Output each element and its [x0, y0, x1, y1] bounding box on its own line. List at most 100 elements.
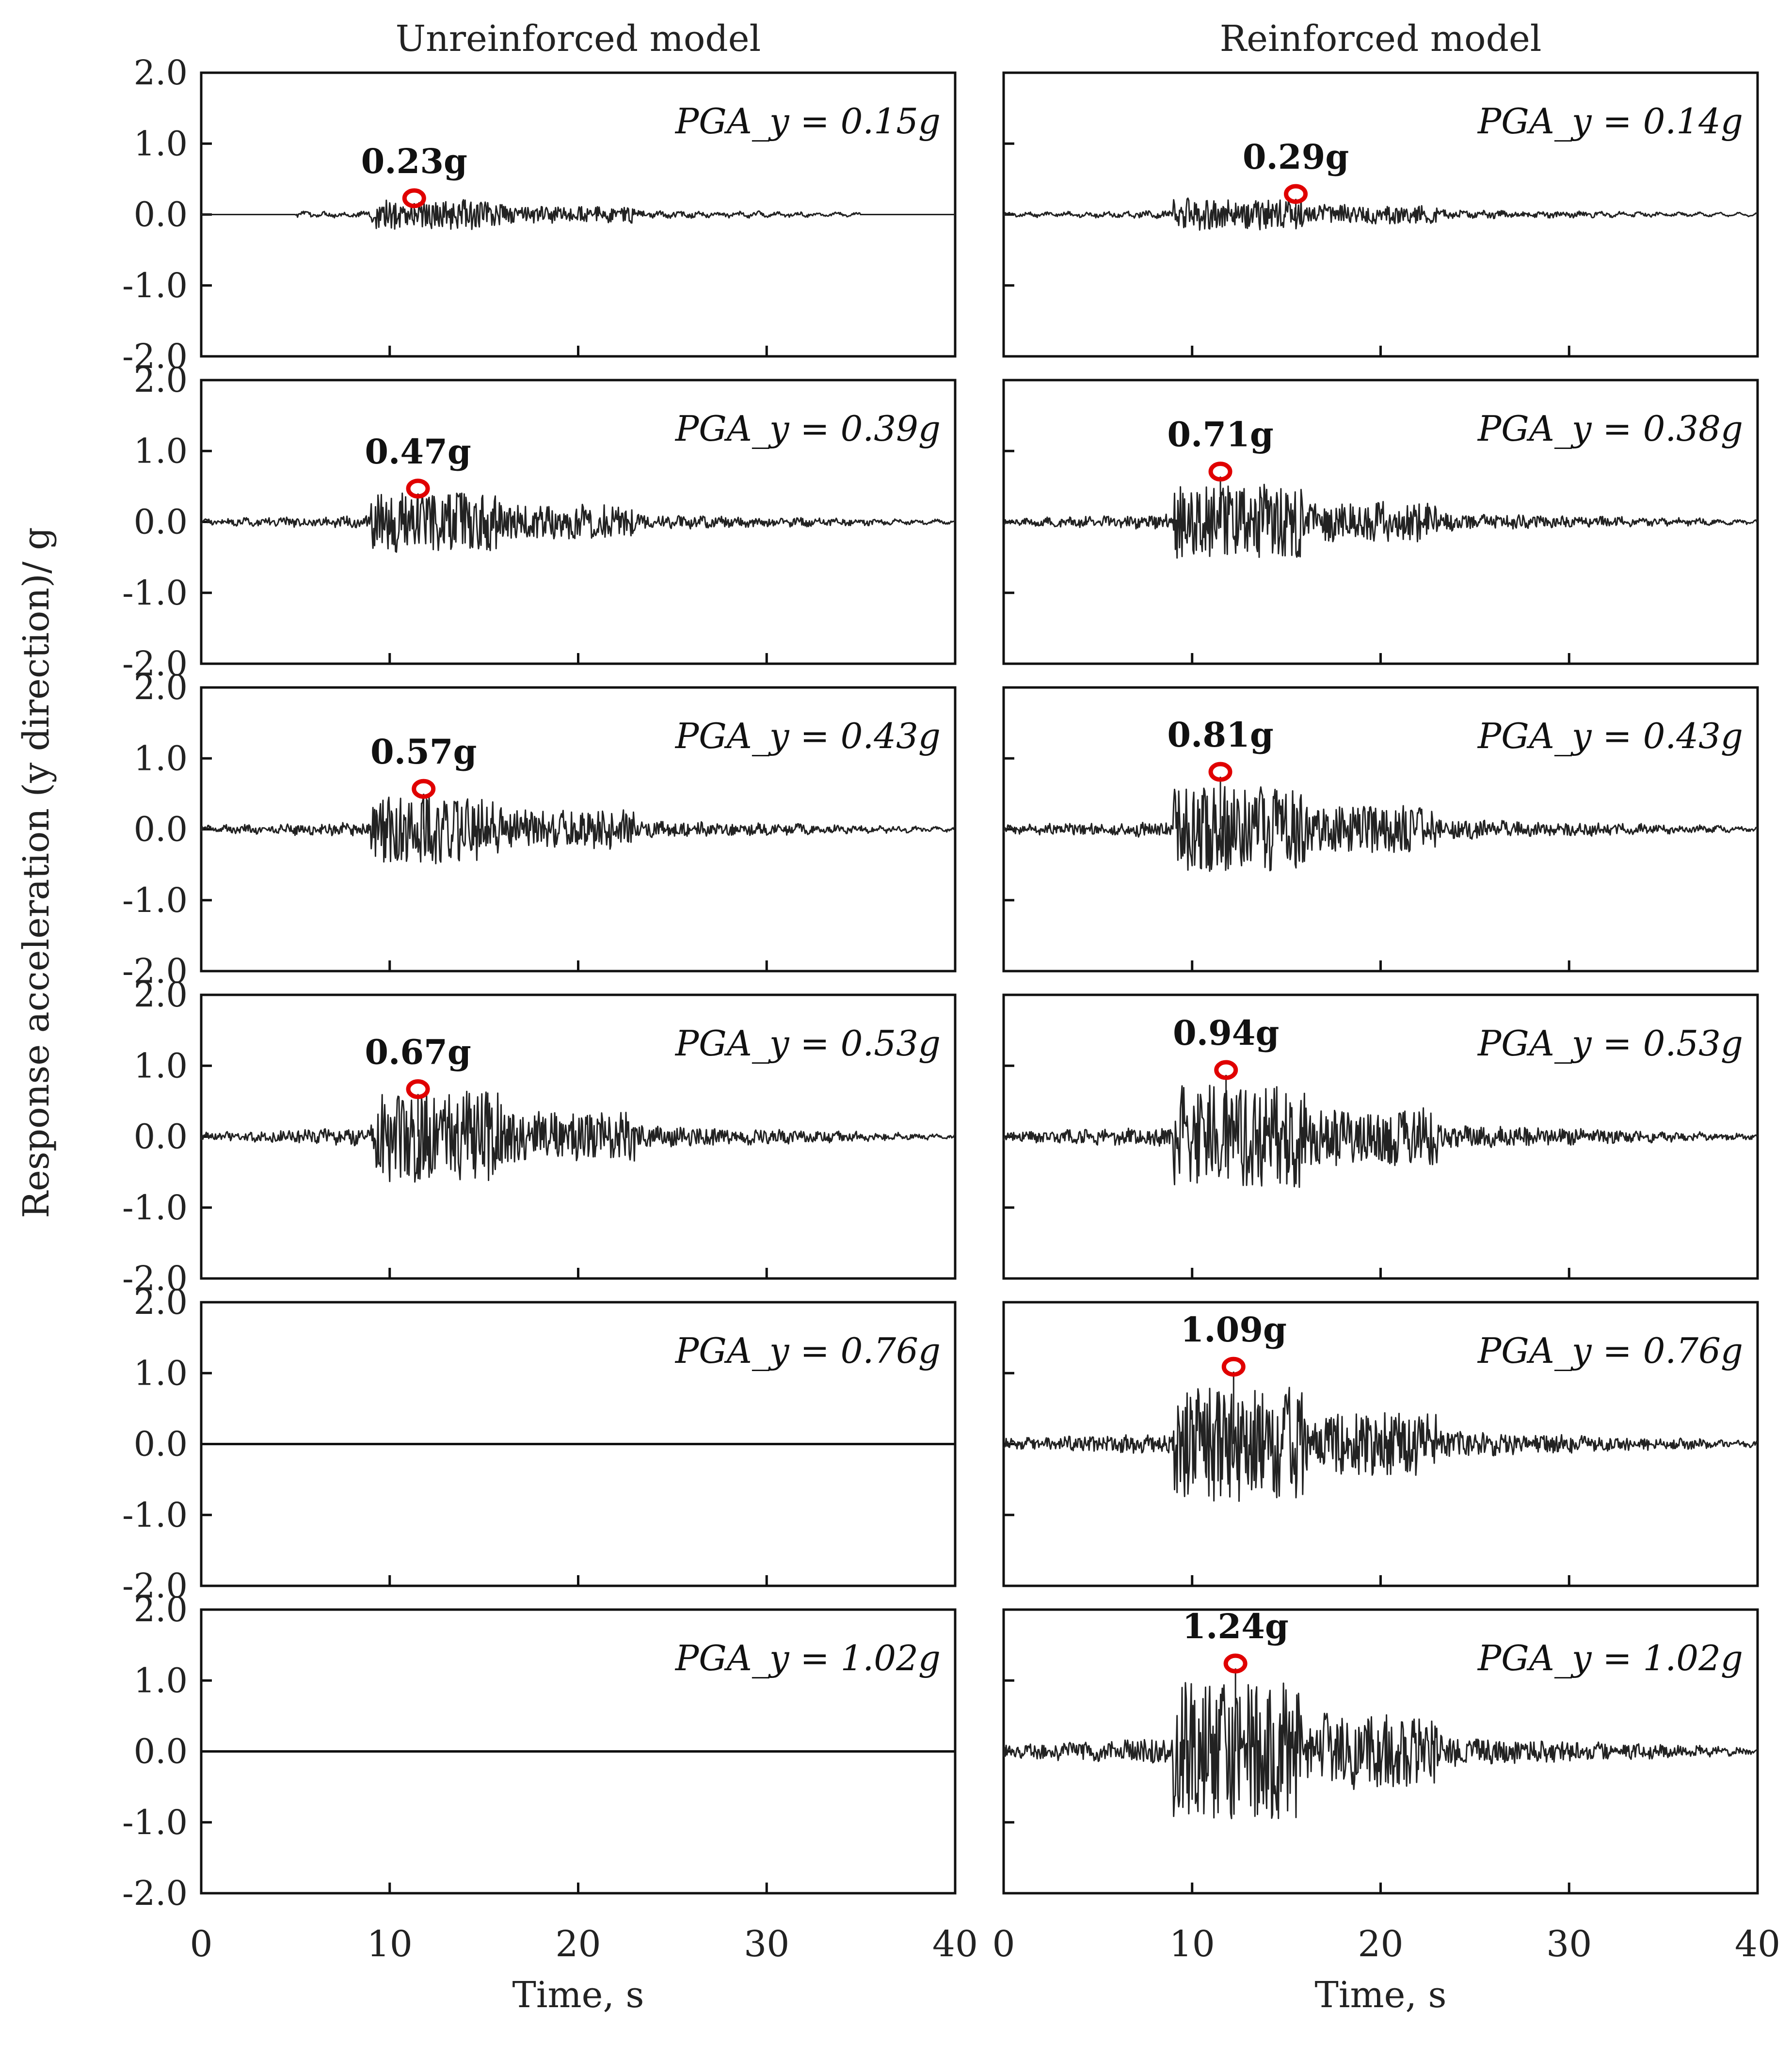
x-tick-label: 20	[1358, 1923, 1403, 1965]
y-tick-label: -1.0	[122, 1495, 188, 1535]
x-tick-label: 20	[555, 1923, 601, 1965]
peak-marker	[402, 188, 426, 208]
panel-unreinforced-4: 2.0 1.0 0.0 -1.0 -2.0 PGA_y = 0.53g 0.67g	[122, 975, 957, 1298]
peak-value-label: 0.67g	[365, 1032, 471, 1072]
panel-unreinforced-5: 2.0 1.0 0.0 -1.0 -2.0 PGA_y = 0.76g	[122, 1282, 957, 1606]
panel-reinforced-3: PGA_y = 0.43g 0.81g	[1002, 686, 1759, 973]
x-tick-label: 40	[932, 1923, 978, 1965]
x-tick-label: 0	[992, 1923, 1015, 1965]
pga-label: PGA_y = 0.43g	[674, 716, 941, 756]
panel-reinforced-5: PGA_y = 0.76g 1.09g	[1002, 1301, 1759, 1587]
y-tick-label: 0.0	[134, 810, 188, 849]
y-tick-label: 2.0	[134, 668, 188, 707]
acceleration-trace	[200, 794, 956, 864]
x-tick-label: 10	[1169, 1923, 1215, 1965]
peak-value-label: 0.71g	[1167, 415, 1273, 455]
x-tick-label: 30	[744, 1923, 789, 1965]
x-tick-label: 40	[1735, 1923, 1780, 1965]
y-tick-label: 1.0	[134, 1046, 188, 1086]
y-tick-label: 0.0	[134, 195, 188, 235]
y-tick-label: -1.0	[122, 1803, 188, 1842]
acceleration-trace	[201, 199, 955, 230]
column-title-reinforced: Reinforced model	[1220, 18, 1542, 60]
y-tick-label: -1.0	[122, 1188, 188, 1228]
y-tick-label: 0.0	[134, 1424, 188, 1464]
pga-label: PGA_y = 0.53g	[1477, 1023, 1743, 1064]
pga-label: PGA_y = 1.02g	[674, 1638, 941, 1678]
y-tick-label: -1.0	[122, 266, 188, 305]
x-tick-label: 10	[367, 1923, 413, 1965]
panel-unreinforced-1: 2.0 1.0 0.0 -1.0 -2.0 PGA_y = 0.15g 0.23g	[122, 53, 957, 376]
pga-label: PGA_y = 0.15g	[674, 101, 941, 142]
panel-reinforced-2: PGA_y = 0.38g 0.71g	[1002, 379, 1759, 665]
pga-label: PGA_y = 1.02g	[1477, 1638, 1743, 1678]
peak-value-label: 0.57g	[370, 732, 477, 772]
peak-marker	[412, 779, 436, 799]
peak-marker	[1208, 762, 1232, 782]
acceleration-trace	[1003, 777, 1758, 872]
panel-reinforced-1: PGA_y = 0.14g 0.29g	[1002, 71, 1759, 358]
acceleration-trace	[200, 1090, 956, 1183]
peak-value-label: 1.09g	[1181, 1309, 1287, 1350]
peak-marker	[406, 479, 430, 499]
x-axis-label: Time, s	[1314, 1974, 1446, 2016]
peak-value-label: 0.81g	[1167, 715, 1273, 755]
acceleration-trace	[1003, 1372, 1759, 1502]
peak-marker	[406, 1079, 430, 1100]
y-tick-label: 1.0	[134, 738, 188, 778]
peak-marker	[1284, 184, 1308, 204]
y-tick-label: -2.0	[122, 1566, 188, 1606]
y-tick-label: 0.0	[134, 1117, 188, 1157]
peak-marker	[1221, 1357, 1246, 1377]
peak-marker	[1214, 1060, 1238, 1080]
x-axis-label: Time, s	[512, 1974, 644, 2016]
peak-value-label: 0.94g	[1173, 1013, 1279, 1053]
y-tick-label: 1.0	[134, 124, 188, 163]
panel-unreinforced-6: 2.0 1.0 0.0 -1.0 -2.0 PGA_y = 1.02g	[122, 1590, 957, 1913]
acceleration-trace	[200, 492, 956, 553]
y-tick-label: -1.0	[122, 573, 188, 613]
x-tick-label: 30	[1546, 1923, 1592, 1965]
acceleration-trace	[1003, 1668, 1758, 1820]
y-tick-label: 2.0	[134, 1590, 188, 1629]
panel-reinforced-6: PGA_y = 1.02g 1.24g	[1002, 1606, 1759, 1895]
x-tick-label: 0	[190, 1923, 212, 1965]
y-tick-label: 2.0	[134, 53, 188, 93]
column-title-unreinforced: Unreinforced model	[396, 18, 761, 60]
pga-label: PGA_y = 0.43g	[1477, 716, 1743, 756]
y-tick-label: 0.0	[134, 1732, 188, 1772]
peak-marker	[1223, 1653, 1248, 1674]
y-tick-label: 2.0	[134, 1282, 188, 1322]
pga-label: PGA_y = 0.14g	[1477, 101, 1743, 142]
pga-label: PGA_y = 0.76g	[1477, 1330, 1743, 1371]
peak-value-label: 0.29g	[1243, 137, 1349, 177]
y-tick-label: -1.0	[122, 880, 188, 920]
panel-reinforced-4: PGA_y = 0.53g 0.94g	[1002, 993, 1759, 1280]
acceleration-trace	[1003, 1075, 1758, 1188]
pga-label: PGA_y = 0.38g	[1477, 408, 1743, 449]
y-tick-label: -2.0	[122, 336, 188, 376]
y-tick-label: 1.0	[134, 1353, 188, 1393]
peak-value-label: 0.23g	[361, 141, 467, 181]
peak-value-label: 1.24g	[1182, 1606, 1288, 1646]
panel-unreinforced-3: 2.0 1.0 0.0 -1.0 -2.0 PGA_y = 0.43g 0.57g	[122, 668, 957, 991]
y-tick-label: 1.0	[134, 1661, 188, 1700]
y-tick-label: -2.0	[122, 951, 188, 991]
y-axis-label: Response acceleration (y direction)/ g	[16, 527, 57, 1218]
peak-marker	[1208, 462, 1232, 482]
y-tick-label: 0.0	[134, 502, 188, 542]
acceleration-trace	[1003, 197, 1758, 231]
y-tick-label: 2.0	[134, 975, 188, 1015]
y-tick-label: -2.0	[122, 1873, 188, 1913]
peak-value-label: 0.47g	[365, 431, 471, 472]
y-tick-label: 1.0	[134, 431, 188, 471]
acceleration-trace	[1003, 476, 1759, 559]
y-tick-label: -2.0	[122, 1259, 188, 1298]
pga-label: PGA_y = 0.53g	[674, 1023, 941, 1064]
y-tick-label: -2.0	[122, 644, 188, 684]
pga-label: PGA_y = 0.76g	[674, 1330, 941, 1371]
y-tick-label: 2.0	[134, 360, 188, 400]
panel-unreinforced-2: 2.0 1.0 0.0 -1.0 -2.0 PGA_y = 0.39g 0.47g	[122, 360, 957, 684]
pga-label: PGA_y = 0.39g	[674, 408, 941, 449]
